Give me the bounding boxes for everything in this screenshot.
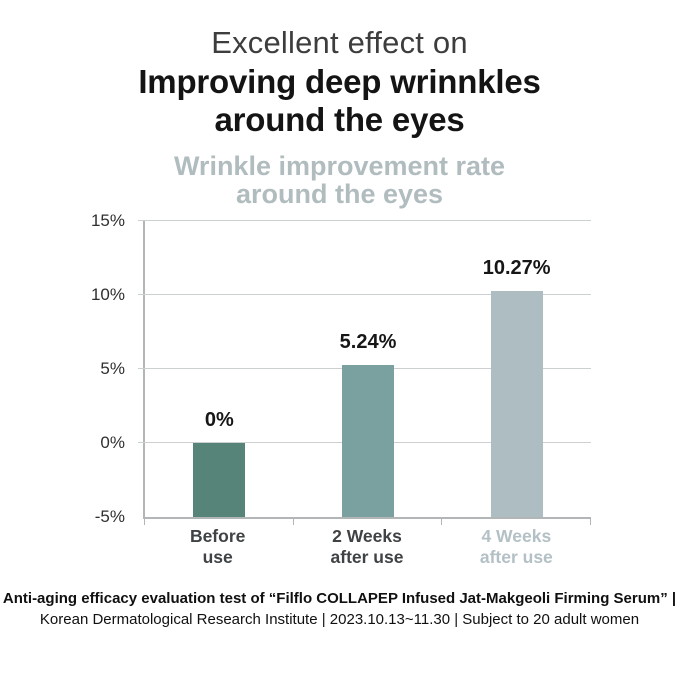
x-tick-mark: [590, 517, 591, 525]
x-tick-mark: [144, 517, 145, 525]
x-category-label-line: use: [202, 547, 233, 567]
x-axis-labels: Before use 2 Weeks after use 4 Weeks after us…: [143, 526, 591, 568]
x-category-label-line: 4 Weeks: [481, 526, 552, 546]
source-citation-line-1: Anti-aging efficacy evaluation test of “…: [2, 590, 677, 607]
gridline: [138, 294, 591, 295]
x-tick-mark: [441, 517, 443, 525]
x-category-label: Before use: [143, 526, 292, 568]
y-tick-label: 10%: [90, 285, 125, 304]
source-citation: Anti-aging efficacy evaluation test of “…: [0, 588, 679, 630]
x-category-label-line: 2 Weeks: [332, 526, 402, 546]
y-tick-label: 15%: [90, 211, 125, 230]
bar: [193, 443, 246, 517]
bar: [490, 291, 543, 517]
x-category-label-line: after use: [479, 547, 553, 567]
chart-title: Wrinkle improvement rate around the eyes: [0, 152, 679, 208]
bar-value-label: 10.27%: [482, 257, 551, 280]
title-line-bold-1: Improving deep wrinnkles: [138, 63, 541, 100]
plot-area: 15% 10% 5% 0% -5% 0% 5.24% 10.27%: [91, 211, 591, 526]
y-tick-label: 0%: [100, 433, 125, 452]
x-category-label: 2 Weeks after use: [292, 526, 441, 568]
gridline: [138, 220, 591, 221]
chart-title-line-2: around the eyes: [235, 179, 444, 209]
x-category-label-line: after use: [330, 547, 404, 567]
x-tick-mark: [292, 517, 294, 525]
x-category-label: 4 Weeks after use: [442, 526, 591, 568]
bar: [342, 365, 394, 517]
title-line-light: Excellent effect on: [211, 25, 468, 60]
x-category-label-line: Before: [189, 526, 246, 546]
source-citation-line-2: Korean Dermatological Research Institute…: [39, 611, 640, 628]
bar-value-label: 5.24%: [339, 331, 397, 354]
chart-title-line-1: Wrinkle improvement rate: [173, 151, 506, 181]
y-tick-label: 5%: [100, 359, 125, 378]
page-header: Excellent effect on Improving deep wrinn…: [0, 23, 679, 139]
title-line-bold-2: around the eyes: [214, 101, 465, 138]
y-tick-label: -5%: [94, 507, 125, 526]
bar-value-label: 0%: [204, 409, 234, 431]
